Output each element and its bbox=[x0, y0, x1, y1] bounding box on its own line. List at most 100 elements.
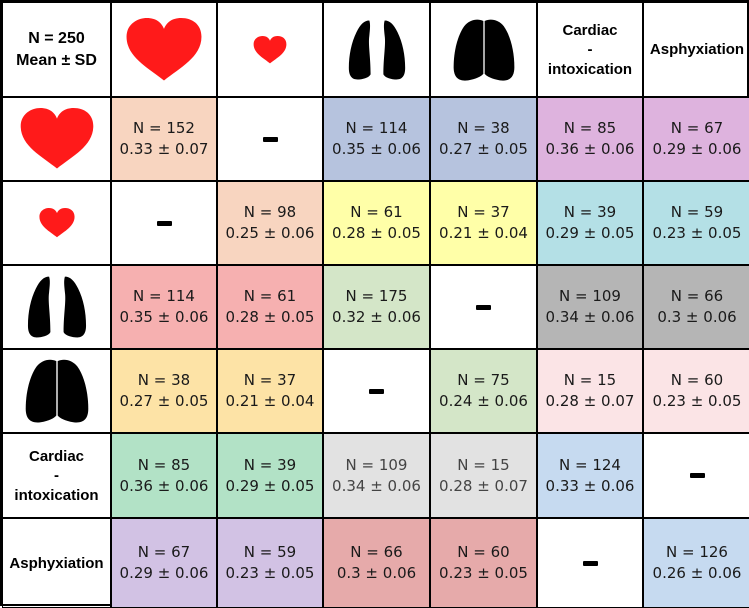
matrix-cell: N = 15 0.28 ± 0.07 bbox=[537, 349, 643, 433]
cell-mean-sd: 0.3 ± 0.06 bbox=[657, 308, 737, 326]
cell-mean-sd: 0.23 ± 0.05 bbox=[652, 224, 742, 242]
cell-count: N = 114 bbox=[133, 287, 195, 305]
row-header-4 bbox=[2, 349, 111, 433]
dash-icon bbox=[262, 136, 278, 142]
cell-count: N = 60 bbox=[670, 371, 724, 389]
matrix-cell: N = 85 0.36 ± 0.06 bbox=[537, 97, 643, 181]
matrix-cell: N = 85 0.36 ± 0.06 bbox=[111, 433, 217, 518]
matrix-cell: N = 75 0.24 ± 0.06 bbox=[430, 349, 537, 433]
header-label-line: intoxication bbox=[14, 486, 99, 504]
header-label-line: - bbox=[54, 466, 59, 484]
sample-size-label: N = 250 bbox=[28, 29, 85, 47]
mean-sd-label: Mean ± SD bbox=[16, 51, 97, 69]
empty-cell bbox=[111, 181, 217, 265]
cell-count: N = 38 bbox=[137, 371, 191, 389]
matrix-cell: N = 60 0.23 ± 0.05 bbox=[430, 518, 537, 608]
matrix-cell: N = 98 0.25 ± 0.06 bbox=[217, 181, 323, 265]
header-label-line: Asphyxiation bbox=[9, 554, 104, 572]
cell-mean-sd: 0.33 ± 0.07 bbox=[119, 140, 209, 158]
empty-cell bbox=[323, 349, 430, 433]
matrix-cell: N = 114 0.35 ± 0.06 bbox=[111, 265, 217, 349]
cell-count: N = 60 bbox=[457, 543, 510, 561]
cell-count: N = 39 bbox=[563, 203, 617, 221]
matrix-cell: N = 60 0.23 ± 0.05 bbox=[643, 349, 749, 433]
row-header-1 bbox=[2, 97, 111, 181]
cell-mean-sd: 0.26 ± 0.06 bbox=[652, 564, 742, 582]
cell-count: N = 152 bbox=[133, 119, 195, 137]
large-heart-icon bbox=[20, 108, 93, 169]
cell-mean-sd: 0.28 ± 0.07 bbox=[439, 476, 528, 495]
cell-count: N = 61 bbox=[350, 203, 403, 221]
dash-icon bbox=[689, 473, 705, 478]
cell-mean-sd: 0.23 ± 0.05 bbox=[225, 564, 315, 582]
lungs-joined-icon bbox=[25, 359, 88, 423]
cell-count: N = 114 bbox=[345, 119, 408, 137]
header-label-line: Asphyxiation bbox=[649, 41, 745, 58]
matrix-cell: N = 152 0.33 ± 0.07 bbox=[111, 97, 217, 181]
row-header-5: Cardiac - intoxication bbox=[2, 433, 111, 518]
cell-count: N = 124 bbox=[559, 455, 621, 474]
column-header-2 bbox=[217, 2, 323, 97]
column-header-6: Asphyxiation bbox=[643, 2, 749, 97]
header-label-line: intoxication bbox=[547, 60, 633, 78]
matrix-cell: N = 59 0.23 ± 0.05 bbox=[217, 518, 323, 608]
cell-count: N = 85 bbox=[563, 119, 617, 137]
header-label-line: - bbox=[587, 40, 593, 58]
cell-mean-sd: 0.32 ± 0.06 bbox=[332, 308, 421, 326]
row-header-3 bbox=[2, 265, 111, 349]
matrix-cell: N = 126 0.26 ± 0.06 bbox=[643, 518, 749, 608]
cell-mean-sd: 0.28 ± 0.05 bbox=[225, 308, 315, 326]
cell-mean-sd: 0.34 ± 0.06 bbox=[545, 308, 635, 326]
cell-mean-sd: 0.29 ± 0.06 bbox=[119, 564, 209, 582]
cell-mean-sd: 0.28 ± 0.07 bbox=[545, 392, 635, 410]
matrix-cell: N = 67 0.29 ± 0.06 bbox=[111, 518, 217, 608]
cell-mean-sd: 0.27 ± 0.05 bbox=[439, 140, 528, 158]
matrix-cell: N = 109 0.34 ± 0.06 bbox=[537, 265, 643, 349]
small-heart-icon bbox=[253, 35, 287, 63]
cell-mean-sd: 0.36 ± 0.06 bbox=[119, 476, 209, 495]
cell-count: N = 98 bbox=[243, 203, 297, 221]
lungs-separated-icon bbox=[348, 20, 405, 80]
cell-mean-sd: 0.29 ± 0.06 bbox=[652, 140, 742, 158]
cell-count: N = 66 bbox=[670, 287, 724, 305]
matrix-cell: N = 61 0.28 ± 0.05 bbox=[217, 265, 323, 349]
column-header-4 bbox=[430, 2, 537, 97]
matrix-cell: N = 124 0.33 ± 0.06 bbox=[537, 433, 643, 518]
matrix-cell: N = 109 0.34 ± 0.06 bbox=[323, 433, 430, 518]
column-header-5: Cardiac - intoxication bbox=[537, 2, 643, 97]
cell-mean-sd: 0.29 ± 0.05 bbox=[545, 224, 635, 242]
dash-icon bbox=[476, 304, 491, 310]
cell-mean-sd: 0.33 ± 0.06 bbox=[545, 476, 635, 495]
lungs-separated-icon bbox=[27, 276, 86, 338]
cell-count: N = 37 bbox=[243, 371, 297, 389]
dash-icon bbox=[582, 560, 598, 566]
matrix-cell: N = 39 0.29 ± 0.05 bbox=[537, 181, 643, 265]
cell-count: N = 75 bbox=[457, 371, 510, 389]
matrix-cell: N = 39 0.29 ± 0.05 bbox=[217, 433, 323, 518]
cell-mean-sd: 0.28 ± 0.05 bbox=[332, 224, 421, 242]
cell-count: N = 39 bbox=[243, 455, 297, 474]
cell-mean-sd: 0.3 ± 0.06 bbox=[336, 564, 417, 582]
column-header-3 bbox=[323, 2, 430, 97]
cell-mean-sd: 0.23 ± 0.05 bbox=[439, 564, 528, 582]
cell-count: N = 67 bbox=[670, 119, 724, 137]
matrix-cell: N = 38 0.27 ± 0.05 bbox=[430, 97, 537, 181]
empty-cell bbox=[217, 97, 323, 181]
matrix-cell: N = 114 0.35 ± 0.06 bbox=[323, 97, 430, 181]
cell-mean-sd: 0.27 ± 0.05 bbox=[119, 392, 209, 410]
cell-count: N = 175 bbox=[345, 287, 408, 305]
cell-mean-sd: 0.21 ± 0.04 bbox=[439, 224, 528, 242]
matrix-cell: N = 59 0.23 ± 0.05 bbox=[643, 181, 749, 265]
large-heart-icon bbox=[126, 17, 202, 80]
empty-cell bbox=[430, 265, 537, 349]
matrix-cell: N = 66 0.3 ± 0.06 bbox=[643, 265, 749, 349]
cell-mean-sd: 0.23 ± 0.05 bbox=[652, 392, 742, 410]
cell-mean-sd: 0.35 ± 0.06 bbox=[119, 308, 209, 326]
cell-mean-sd: 0.24 ± 0.06 bbox=[439, 392, 528, 410]
cell-count: N = 37 bbox=[457, 203, 510, 221]
matrix-cell: N = 37 0.21 ± 0.04 bbox=[430, 181, 537, 265]
cell-count: N = 109 bbox=[559, 287, 621, 305]
cell-mean-sd: 0.29 ± 0.05 bbox=[225, 476, 315, 495]
cell-count: N = 85 bbox=[137, 455, 191, 474]
